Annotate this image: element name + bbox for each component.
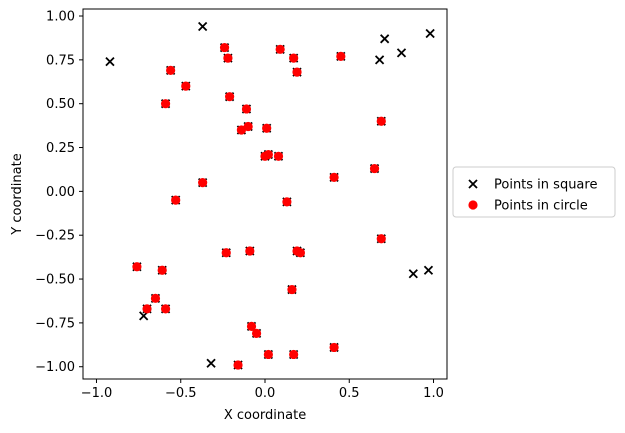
x-tick-label: −0.5 [165,386,197,401]
point-in-square [206,358,216,368]
y-axis: −1.00 −0.75 −0.50 −0.25 0.00 0.25 0.50 0.75 1.00 [35,10,83,375]
point-in-circle [160,304,171,314]
point-in-circle [246,321,257,331]
point-in-square [396,48,407,58]
point-in-circle [233,360,243,370]
point-in-circle [289,349,299,360]
point-in-square [425,28,435,39]
point-in-circle [329,172,339,182]
x-tick-label: 1.0 [423,386,444,401]
y-tick-label: 0.75 [46,53,75,68]
point-in-circle [243,121,253,132]
x-tick-label: −1.0 [81,386,113,401]
point-in-circle [376,116,386,126]
point-in-circle [275,44,285,54]
point-in-circle [273,151,284,161]
x-axis: −1.0 −0.5 0.0 0.5 1.0 [81,379,444,401]
y-tick-label: 0.25 [46,141,75,156]
legend-marker-square [468,179,478,189]
point-in-square [374,55,385,65]
point-in-circle [262,123,272,133]
x-axis-label: X coordinate [224,408,306,423]
y-tick-label: −1.00 [35,360,75,375]
point-in-circle [260,151,270,161]
legend-marker-circle [468,200,478,210]
point-in-circle [289,53,299,63]
point-in-circle [150,293,161,303]
point-in-square [380,34,390,44]
x-tick-label: 0.0 [255,386,276,401]
y-tick-label: −0.25 [35,229,75,244]
y-tick-label: 0.00 [46,185,75,200]
point-in-circle [142,304,152,314]
point-in-circle [329,342,339,353]
point-in-circle [219,42,230,53]
point-in-square [423,265,434,275]
legend-x-marker [468,179,478,189]
y-tick-label: −0.75 [35,316,75,331]
point-in-circle [369,163,380,174]
point-in-circle [251,328,262,339]
y-tick-label: −0.50 [35,273,75,288]
point-in-circle [287,284,297,295]
y-axis-label: Y coordinate [10,153,25,235]
point-in-circle [245,246,255,256]
x-tick-label: 0.5 [339,386,360,401]
point-in-circle [160,99,171,109]
point-in-circle [181,81,191,91]
point-in-circle [292,67,302,77]
legend: Points in square Points in circle [452,166,616,218]
y-tick-label: 0.50 [46,97,75,112]
point-in-circle [241,104,252,114]
point-in-circle [263,349,273,360]
data-markers [105,21,435,370]
point-in-square [105,56,115,67]
y-tick-label: 1.00 [46,10,75,25]
point-in-circle [236,125,247,135]
point-in-square [408,269,418,279]
point-in-circle [223,53,233,63]
point-in-circle [282,197,292,207]
legend-label-circle: Points in circle [494,199,588,214]
legend-box [452,166,616,218]
point-in-circle [198,178,208,188]
point-in-circle [171,195,181,205]
point-in-circle [376,234,386,244]
point-in-circle [225,92,235,102]
point-in-circle [157,265,167,275]
point-in-circle [336,51,346,61]
legend-dot-marker [468,200,478,210]
point-in-square [198,21,208,32]
point-in-circle [166,65,176,75]
point-in-circle [132,262,142,272]
point-in-circle [295,248,305,258]
point-in-circle [221,248,231,258]
legend-label-square: Points in square [494,178,597,193]
